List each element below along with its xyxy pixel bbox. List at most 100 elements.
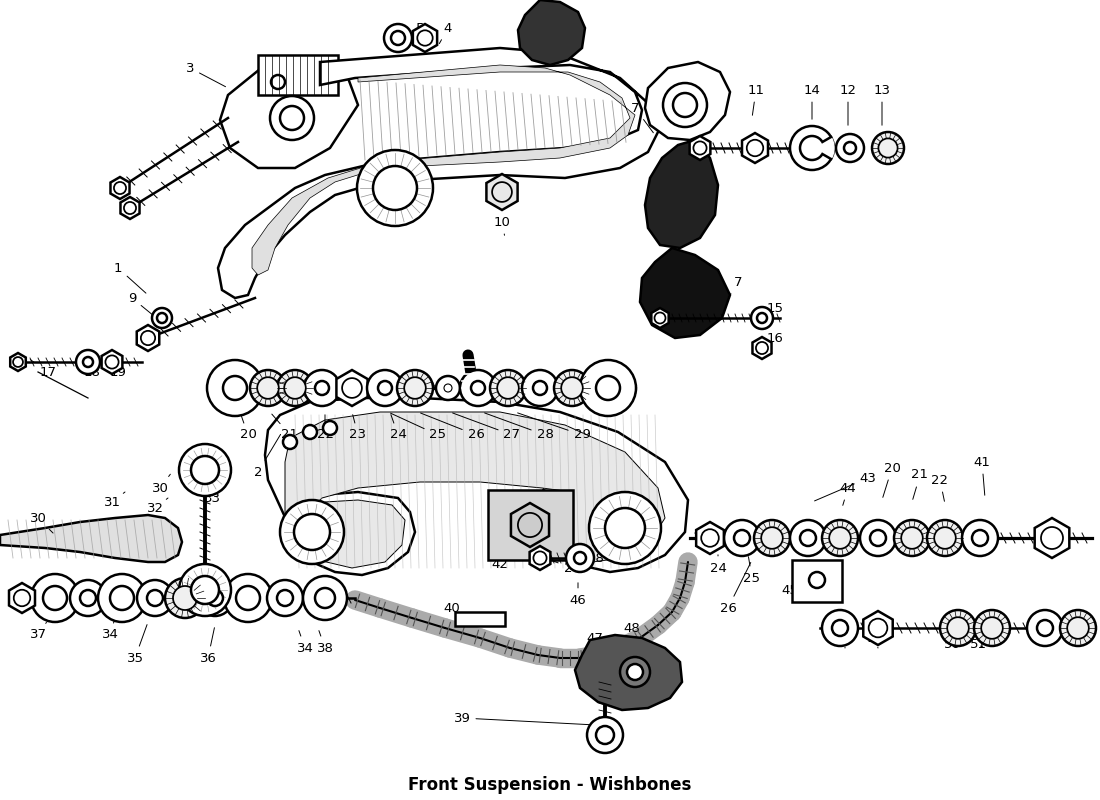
Text: 30: 30 [152, 474, 170, 494]
Circle shape [747, 140, 763, 156]
Circle shape [417, 30, 432, 46]
Text: 30: 30 [30, 511, 53, 533]
Circle shape [554, 370, 590, 406]
Circle shape [13, 590, 31, 606]
Circle shape [734, 530, 750, 546]
Circle shape [587, 717, 623, 753]
Circle shape [901, 527, 923, 549]
Circle shape [13, 357, 23, 367]
Text: 9: 9 [128, 291, 163, 323]
Polygon shape [518, 0, 585, 65]
Wedge shape [812, 137, 834, 159]
Circle shape [271, 75, 285, 89]
Text: 21: 21 [272, 414, 298, 442]
Circle shape [492, 182, 512, 202]
Polygon shape [645, 140, 718, 248]
Polygon shape [651, 308, 669, 328]
Circle shape [673, 93, 697, 117]
Circle shape [436, 376, 460, 400]
Circle shape [283, 435, 297, 449]
Circle shape [124, 202, 136, 214]
Circle shape [654, 313, 666, 323]
Text: 22: 22 [317, 414, 333, 442]
Text: 4: 4 [439, 22, 452, 43]
Text: 22: 22 [932, 474, 948, 502]
Circle shape [972, 530, 988, 546]
Circle shape [663, 83, 707, 127]
Polygon shape [136, 325, 160, 351]
Polygon shape [101, 350, 122, 374]
Circle shape [754, 520, 790, 556]
Text: 34: 34 [101, 621, 119, 642]
Circle shape [397, 370, 433, 406]
Circle shape [836, 134, 864, 162]
Text: 3: 3 [186, 62, 225, 86]
Circle shape [257, 378, 278, 399]
Circle shape [114, 182, 126, 194]
Circle shape [173, 586, 197, 610]
Text: 42: 42 [492, 558, 516, 571]
Circle shape [110, 586, 134, 610]
Circle shape [894, 520, 930, 556]
Circle shape [620, 657, 650, 687]
Circle shape [962, 520, 998, 556]
Circle shape [179, 564, 231, 616]
Circle shape [152, 308, 172, 328]
Text: 2: 2 [254, 434, 280, 478]
Text: 17: 17 [31, 359, 56, 378]
Circle shape [444, 384, 452, 392]
Circle shape [534, 381, 547, 395]
Circle shape [879, 138, 898, 158]
Circle shape [790, 126, 834, 170]
Circle shape [147, 590, 163, 606]
FancyBboxPatch shape [488, 490, 573, 560]
Circle shape [808, 572, 825, 588]
Circle shape [934, 527, 956, 549]
Text: 36: 36 [199, 628, 217, 665]
Circle shape [566, 544, 594, 572]
Text: 1: 1 [113, 262, 146, 293]
Polygon shape [220, 62, 358, 168]
Circle shape [31, 574, 79, 622]
Text: 40: 40 [443, 602, 462, 620]
Circle shape [157, 313, 167, 323]
Text: 20: 20 [883, 462, 901, 498]
Circle shape [315, 381, 329, 395]
Text: 21: 21 [912, 469, 928, 499]
Text: 13: 13 [873, 83, 891, 126]
Text: 33: 33 [204, 481, 220, 505]
Circle shape [829, 527, 850, 549]
Text: 32: 32 [146, 498, 168, 514]
Circle shape [280, 500, 344, 564]
Polygon shape [752, 337, 771, 359]
Text: 12: 12 [839, 83, 857, 126]
Circle shape [294, 514, 330, 550]
Text: 25: 25 [390, 413, 447, 442]
Circle shape [302, 576, 346, 620]
Circle shape [43, 586, 67, 610]
Text: 43: 43 [815, 471, 877, 501]
Polygon shape [742, 133, 768, 163]
Circle shape [197, 580, 233, 616]
Circle shape [315, 588, 336, 608]
Polygon shape [575, 635, 682, 710]
Polygon shape [510, 503, 549, 547]
Circle shape [367, 370, 403, 406]
Circle shape [250, 370, 286, 406]
Circle shape [1060, 610, 1096, 646]
Circle shape [756, 342, 768, 354]
Text: 25: 25 [744, 557, 760, 585]
Circle shape [267, 580, 303, 616]
FancyBboxPatch shape [792, 560, 842, 602]
Text: 8: 8 [707, 86, 716, 115]
Circle shape [106, 355, 119, 369]
Circle shape [138, 580, 173, 616]
Circle shape [1037, 620, 1053, 636]
Circle shape [927, 520, 962, 556]
Text: 14: 14 [867, 631, 883, 648]
Circle shape [270, 96, 314, 140]
Circle shape [304, 370, 340, 406]
Circle shape [390, 31, 405, 45]
Text: 23: 23 [350, 414, 366, 442]
Text: 48: 48 [624, 622, 647, 653]
